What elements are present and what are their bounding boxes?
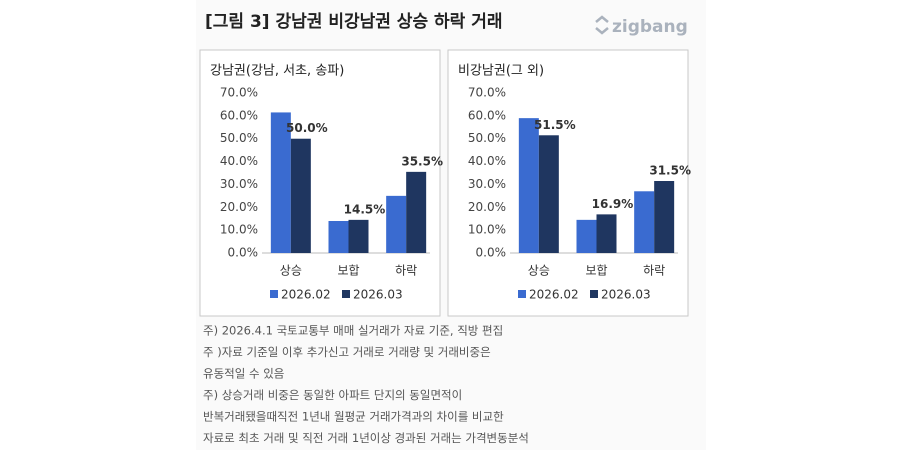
value-label: 51.5% [534, 118, 576, 132]
x-tick-label: 보합 [337, 264, 359, 278]
x-tick-label: 상승 [280, 264, 302, 278]
y-tick-label: 50.0% [220, 131, 258, 145]
bar [270, 112, 291, 253]
chart-title: 비강남권(그 외) [458, 64, 544, 79]
x-tick-label: 하락 [395, 264, 417, 278]
note: 주 )자료 기준일 이후 추가신고 거래로 거래량 및 거래비중은 [203, 345, 491, 359]
bar [348, 219, 369, 253]
note: 반복거래됐을때직전 1년내 월평균 거래가격과의 차이를 비교한 [203, 410, 504, 424]
value-label: 31.5% [649, 164, 691, 178]
page-title: [그림 3] 강남권 비강남권 상승 하락 거래 [205, 12, 502, 32]
bar [634, 191, 655, 253]
y-tick-label: 70.0% [220, 86, 258, 100]
panel [447, 49, 689, 317]
logo-icon [595, 15, 609, 35]
y-tick-label: 20.0% [468, 200, 506, 214]
y-tick-label: 50.0% [468, 131, 506, 145]
legend-swatch [270, 290, 278, 298]
y-tick-label: 10.0% [468, 223, 506, 237]
logo: zigbang [595, 15, 688, 37]
legend-label: 2026.02 [529, 288, 579, 302]
legend-label: 2026.03 [601, 288, 651, 302]
y-tick-label: 70.0% [468, 86, 506, 100]
bar [386, 195, 407, 253]
y-tick-label: 30.0% [468, 177, 506, 191]
note: 주) 2026.4.1 국토교통부 매매 실거래가 자료 기준, 직방 편집 [203, 324, 503, 338]
x-tick-label: 상승 [528, 264, 550, 278]
bar [518, 118, 539, 254]
value-label: 16.9% [592, 197, 634, 211]
note: 자료로 최초 거래 및 직전 거래 1년이상 경과된 거래는 가격변동분석 [203, 431, 529, 445]
note: 주) 상승거래 비중은 동일한 아파트 단지의 동일면적이 [203, 388, 462, 402]
y-tick-label: 0.0% [476, 246, 507, 260]
x-tick-label: 하락 [643, 264, 665, 278]
bar [596, 214, 617, 253]
legend-swatch [518, 290, 526, 298]
bar [406, 171, 427, 253]
bar [654, 181, 675, 253]
legend-swatch [342, 290, 350, 298]
legend-label: 2026.03 [353, 288, 403, 302]
y-tick-label: 10.0% [220, 223, 258, 237]
note: 유동적일 수 있음 [203, 367, 284, 381]
value-label: 50.0% [286, 121, 328, 135]
legend-label: 2026.02 [281, 288, 331, 302]
y-tick-label: 40.0% [220, 154, 258, 168]
x-tick-label: 보합 [585, 264, 607, 278]
bar [290, 138, 311, 253]
y-tick-label: 60.0% [220, 108, 258, 122]
chart-title: 강남권(강남, 서초, 송파) [210, 64, 344, 79]
y-tick-label: 20.0% [220, 200, 258, 214]
value-label: 14.5% [344, 202, 386, 216]
logo-text: zigbang [612, 17, 688, 37]
legend-swatch [590, 290, 598, 298]
y-tick-label: 30.0% [220, 177, 258, 191]
bar [576, 219, 597, 253]
bar [538, 135, 559, 253]
bar [328, 221, 349, 253]
y-tick-label: 0.0% [228, 246, 259, 260]
y-tick-label: 40.0% [468, 154, 506, 168]
value-label: 35.5% [401, 154, 443, 168]
y-tick-label: 60.0% [468, 108, 506, 122]
panel [199, 49, 441, 317]
